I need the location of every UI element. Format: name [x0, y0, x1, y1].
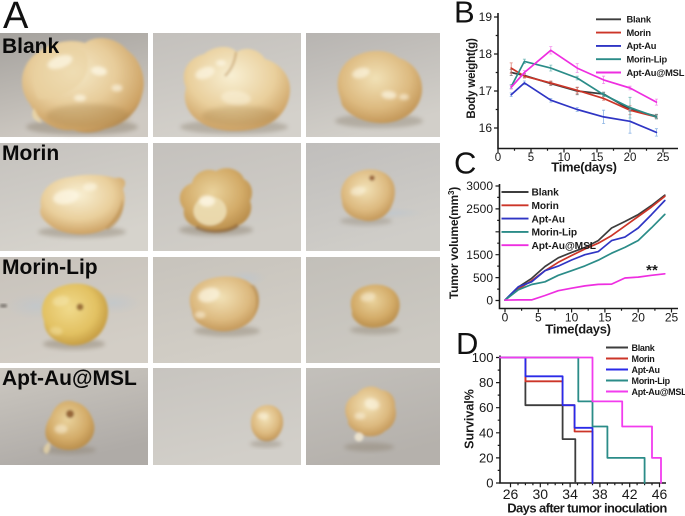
- svg-text:100: 100: [472, 350, 494, 365]
- svg-text:Survival%: Survival%: [463, 389, 477, 449]
- svg-text:D: D: [456, 326, 478, 361]
- svg-text:0: 0: [495, 152, 501, 164]
- svg-text:Morin-Lip: Morin-Lip: [627, 55, 668, 65]
- svg-text:Tumor volume(mm3): Tumor volume(mm3): [447, 187, 462, 299]
- svg-text:Apt-Au@MSL: Apt-Au@MSL: [532, 241, 596, 252]
- svg-text:19: 19: [479, 10, 493, 24]
- svg-text:C: C: [454, 146, 476, 181]
- svg-text:Morin: Morin: [632, 354, 655, 364]
- svg-text:5: 5: [535, 311, 542, 325]
- svg-text:**: **: [646, 262, 658, 279]
- svg-text:60: 60: [479, 400, 493, 415]
- svg-text:Morin: Morin: [627, 28, 652, 38]
- svg-text:Apt-Au: Apt-Au: [532, 214, 565, 225]
- svg-text:10: 10: [558, 152, 571, 164]
- svg-text:Time(days): Time(days): [551, 160, 616, 175]
- svg-text:18: 18: [479, 47, 493, 61]
- svg-text:15: 15: [598, 311, 612, 325]
- svg-text:5: 5: [528, 152, 534, 164]
- svg-text:Time(days): Time(days): [545, 322, 610, 337]
- svg-text:42: 42: [622, 486, 638, 502]
- svg-text:500: 500: [473, 271, 493, 285]
- svg-text:Apt-Au: Apt-Au: [632, 365, 660, 375]
- svg-text:Morin-Lip: Morin-Lip: [532, 228, 578, 239]
- svg-text:Days after tumor inoculation: Days after tumor inoculation: [507, 501, 667, 516]
- svg-text:0: 0: [486, 476, 493, 491]
- svg-text:16: 16: [479, 121, 493, 135]
- svg-text:20: 20: [624, 152, 637, 164]
- svg-text:Blank: Blank: [632, 343, 656, 353]
- svg-text:Apt-Au@MSL: Apt-Au@MSL: [2, 367, 137, 390]
- svg-text:Blank: Blank: [532, 188, 560, 199]
- svg-text:38: 38: [592, 486, 608, 502]
- svg-text:Apt-Au: Apt-Au: [627, 41, 657, 51]
- svg-text:B: B: [454, 0, 475, 30]
- svg-text:40: 40: [479, 425, 493, 440]
- svg-text:26: 26: [503, 486, 519, 502]
- svg-text:Morin: Morin: [532, 201, 559, 212]
- svg-text:0: 0: [502, 311, 509, 325]
- svg-text:Morin-Lip: Morin-Lip: [2, 256, 98, 279]
- svg-text:25: 25: [665, 311, 679, 325]
- svg-text:A: A: [3, 0, 29, 37]
- svg-text:1500: 1500: [466, 248, 493, 262]
- svg-text:30: 30: [533, 486, 549, 502]
- svg-text:80: 80: [479, 375, 493, 390]
- svg-text:3000: 3000: [466, 179, 493, 193]
- svg-text:Blank: Blank: [2, 35, 60, 58]
- svg-text:10: 10: [565, 311, 579, 325]
- svg-text:Apt-Au@MSL: Apt-Au@MSL: [632, 387, 685, 397]
- svg-text:Blank: Blank: [627, 15, 652, 25]
- svg-text:0: 0: [486, 294, 493, 308]
- svg-text:34: 34: [562, 486, 578, 502]
- svg-text:2500: 2500: [466, 202, 493, 216]
- svg-text:46: 46: [652, 486, 668, 502]
- svg-text:Morin: Morin: [2, 142, 59, 165]
- svg-text:Apt-Au@MSL: Apt-Au@MSL: [627, 68, 685, 78]
- svg-text:Body weight(g): Body weight(g): [466, 38, 478, 119]
- svg-text:17: 17: [479, 84, 493, 98]
- svg-text:20: 20: [632, 311, 646, 325]
- svg-text:15: 15: [591, 152, 604, 164]
- svg-text:20: 20: [479, 450, 493, 465]
- svg-text:25: 25: [657, 152, 670, 164]
- svg-text:Morin-Lip: Morin-Lip: [632, 376, 671, 386]
